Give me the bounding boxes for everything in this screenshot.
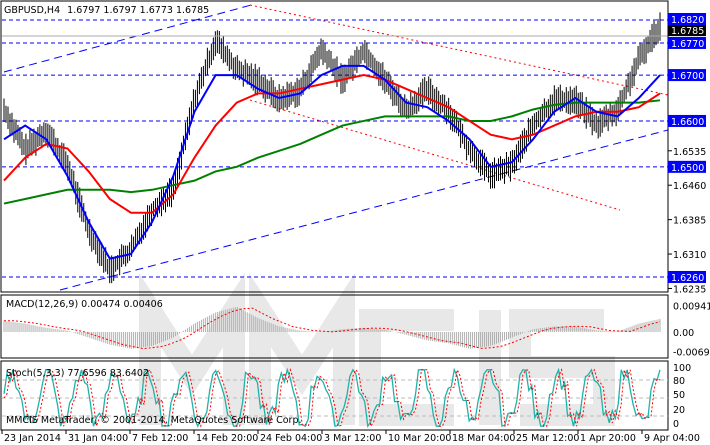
main-pane-border xyxy=(0,0,669,293)
trendline-lower xyxy=(59,129,669,291)
y-tick-label: 1.6460 xyxy=(673,181,706,192)
stoch-tick-label: 0 xyxy=(673,419,679,430)
current-price-label: 1.6785 xyxy=(671,26,704,37)
stoch-signal-line xyxy=(3,368,661,428)
x-tick-label: 18 Mar 04:00 xyxy=(452,433,515,444)
x-tick-label: 31 Jan 04:00 xyxy=(68,433,128,444)
ma_slow-line xyxy=(3,99,661,205)
level-label: 1.6770 xyxy=(671,39,704,50)
x-tick-label: 1 Apr 20:00 xyxy=(580,433,636,444)
level-tag xyxy=(668,36,706,49)
level-label: 1.6600 xyxy=(671,117,704,128)
watermark-letter xyxy=(249,272,355,425)
macd-pane-border xyxy=(0,294,669,359)
stoch-main-line xyxy=(3,367,661,429)
stoch-tick-label: 100 xyxy=(673,363,691,374)
level-label: 1.6260 xyxy=(671,273,704,284)
ma_fast-line xyxy=(3,64,661,260)
stoch-label: Stoch(5,3,3) 77.6596 83.6402 xyxy=(6,368,149,379)
x-tick-label: 24 Feb 04:00 xyxy=(260,433,322,444)
stoch-tick-label: 50 xyxy=(673,390,685,401)
stoch-pane-border xyxy=(0,360,669,431)
macd-tick-label: -0.00692 xyxy=(673,347,710,358)
copyright: MMCIS MetaTrader, © 2001-2014, MetaQuote… xyxy=(6,415,302,426)
x-tick-label: 10 Mar 20:00 xyxy=(388,433,451,444)
x-tick-label: 3 Mar 12:00 xyxy=(324,433,381,444)
channel-lower xyxy=(249,99,621,211)
level-label: 1.6820 xyxy=(671,15,704,26)
ma_mid-line xyxy=(3,74,661,214)
level-label: 1.6500 xyxy=(671,163,704,174)
x-tick-label: 7 Feb 12:00 xyxy=(132,433,188,444)
y-tick-label: 1.6310 xyxy=(673,250,706,261)
watermark-logo xyxy=(139,272,615,426)
level-tag xyxy=(668,114,706,127)
stoch-tick-label: 80 xyxy=(673,376,685,387)
current-price-tag xyxy=(668,25,706,37)
level-tag xyxy=(668,13,706,25)
x-tick-label: 25 Mar 12:00 xyxy=(516,433,579,444)
macd-signal-line xyxy=(4,307,661,350)
stoch-tick-label: 20 xyxy=(673,405,685,416)
x-tick-label: 14 Feb 20:00 xyxy=(196,433,258,444)
macd-tick-label: 0.00941 xyxy=(673,302,710,313)
macd-label: MACD(12,26,9) 0.00474 0.00406 xyxy=(6,299,163,310)
level-tag xyxy=(668,160,706,173)
x-tick-label: 23 Jan 2014 xyxy=(4,433,61,444)
watermark-letter xyxy=(509,309,615,426)
level-label: 1.6700 xyxy=(671,71,704,82)
y-tick-label: 1.6385 xyxy=(673,216,706,227)
chart-title: GBPUSD,H4 1.6797 1.6797 1.6773 1.6785 xyxy=(4,5,209,16)
macd-tick-label: 0.00 xyxy=(673,328,694,339)
level-tag xyxy=(668,69,706,82)
x-tick-label: 9 Apr 04:00 xyxy=(644,433,700,444)
y-tick-label: 1.6235 xyxy=(673,284,706,295)
y-tick-label: 1.6535 xyxy=(673,147,706,158)
level-tag xyxy=(668,270,706,283)
trendline-upper xyxy=(3,3,256,73)
